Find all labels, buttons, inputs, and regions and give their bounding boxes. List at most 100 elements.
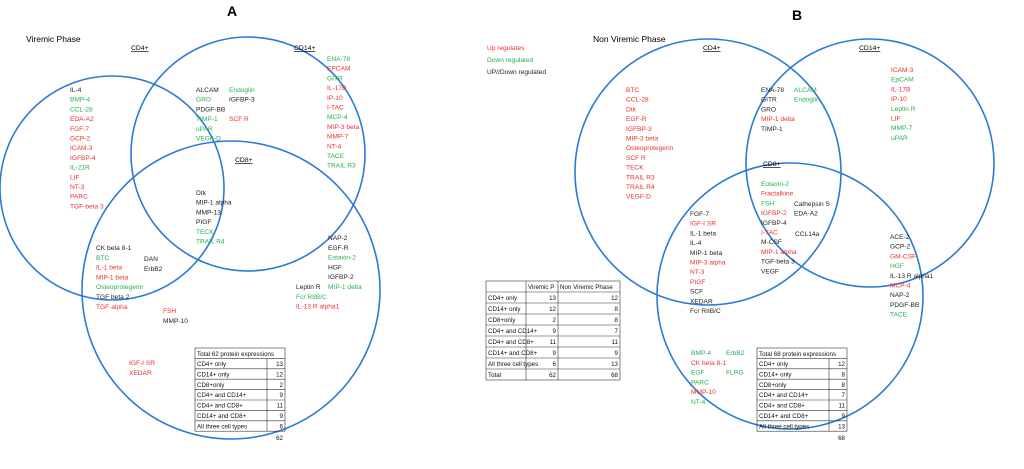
table-cell-label: CD4+ and CD8+: [759, 403, 805, 410]
protein-label: Osteoprotegerin: [626, 145, 674, 152]
panel-b-cd14-circle: [745, 38, 995, 288]
protein-label: GRO: [196, 97, 211, 104]
count-table-total: 68: [838, 435, 845, 442]
protein-label: ErbB2: [144, 266, 163, 273]
protein-label: XEDAR: [690, 298, 713, 305]
protein-label: TACE: [327, 153, 345, 160]
table-cell-value: 13: [276, 361, 283, 368]
comparison-cell-label: CD8+only: [488, 317, 516, 324]
comparison-cell-label: CD4+ and CD14+: [488, 328, 538, 335]
protein-label: IL-17B: [891, 86, 911, 93]
legend-entry: Down regulated: [487, 57, 534, 64]
protein-label: GRO: [761, 106, 776, 113]
protein-label: NT-4: [327, 143, 342, 150]
table-cell-value: 12: [276, 371, 283, 378]
protein-label: TRAIL R3: [626, 174, 655, 181]
protein-label: DAN: [144, 256, 158, 263]
panel-a-cd4-circle: [0, 75, 225, 301]
protein-label: IGFBP-3: [626, 126, 652, 133]
protein-label: MIP-3 beta: [327, 124, 360, 131]
table-cell-value: 11: [277, 403, 284, 410]
protein-label: CCL14a: [795, 231, 820, 238]
protein-label: MIP-1 delta: [761, 116, 795, 123]
protein-label: TACE: [890, 312, 908, 319]
protein-label: IGF-I SR: [129, 360, 155, 367]
count-table-title: Total 62 protein expressions: [197, 351, 274, 358]
table-cell-value: 12: [838, 361, 845, 368]
protein-label: TRAIL R3: [327, 163, 356, 170]
protein-label: FGF-7: [690, 211, 709, 218]
protein-label: ALCAM: [196, 87, 219, 94]
protein-label: FSH: [761, 200, 774, 207]
protein-label: MCP-4: [327, 114, 348, 121]
protein-label: HGF: [890, 263, 904, 270]
comparison-cell-nonviremic: 7: [615, 328, 619, 335]
comparison-cell-viremic: Viremic P: [528, 284, 554, 291]
table-cell-label: CD4+ and CD14+: [759, 392, 809, 399]
table-cell-label: CD14+ only: [759, 371, 792, 378]
panel-b-cd4-circle: [574, 38, 842, 306]
protein-label: Endoglin: [794, 97, 820, 104]
table-cell-value: 7: [842, 392, 846, 399]
protein-label: I-TAC: [327, 105, 344, 112]
protein-label: Eotaxin-2: [328, 255, 356, 262]
protein-label: BTC: [96, 255, 109, 262]
protein-label: GCP-2: [70, 136, 90, 143]
protein-label: MIP-3 alpha: [690, 260, 726, 267]
table-cell-value: 9: [280, 413, 284, 420]
legend-entry: UP//Down regulated: [487, 69, 546, 76]
protein-label: FLRG: [726, 370, 744, 377]
comparison-cell-nonviremic: 9: [615, 350, 619, 357]
comparison-cell-nonviremic: Non Viremic Phase: [560, 284, 613, 291]
table-cell-value: 6: [280, 423, 284, 430]
protein-label: Dtk: [196, 190, 207, 197]
comparison-cell-label: CD4+ and CD8+: [488, 339, 534, 346]
comparison-cell-viremic: 12: [549, 306, 556, 313]
protein-label: XEDAR: [129, 370, 152, 377]
protein-label: PIGF: [196, 219, 211, 226]
protein-label: EpCAM: [891, 77, 914, 84]
protein-label: LIF: [70, 174, 80, 181]
protein-label: Osteoprotegerin: [96, 284, 144, 291]
protein-label: IL-13 R alpha1: [296, 304, 340, 311]
table-cell-value: 8: [842, 382, 846, 389]
comparison-cell-viremic: 9: [553, 350, 557, 357]
comparison-cell-nonviremic: 11: [612, 339, 619, 346]
protein-label: FGF-7: [70, 126, 89, 133]
protein-label: ENA-78: [761, 87, 784, 94]
protein-label: Dtk: [626, 106, 637, 113]
protein-label: uPAR: [196, 126, 213, 133]
table-cell-value: 11: [839, 403, 846, 410]
comparison-cell-label: CD14+ only: [488, 306, 521, 313]
protein-label: Leptin R: [891, 106, 916, 113]
table-cell-value: 2: [280, 382, 284, 389]
protein-label: Cathepsin S: [794, 201, 831, 208]
panel-a-cd8-circle: [81, 140, 381, 440]
protein-label: PDGF-BB: [890, 302, 920, 309]
protein-lists: IL-4 BMP-4 CCL-28 EDA-A2 FGF-7 GCP-2 ICAM-3 IGF…: [70, 56, 934, 406]
protein-label: uPAR: [891, 135, 908, 142]
protein-label: IGFBP-4: [70, 155, 96, 162]
protein-label: MMP-10: [691, 389, 716, 396]
protein-label: GM-CSF: [890, 253, 916, 260]
panel-b-phase-title: Non Viremic Phase: [593, 34, 666, 44]
table-cell-label: CD14+ and CD8+: [197, 413, 247, 420]
protein-label: PIGF: [690, 279, 705, 286]
legend: Up regulates Down regulated UP//Down regul…: [487, 45, 546, 76]
protein-label: TGF-beta 3: [70, 203, 104, 210]
panel-b-cd8-label: CD8+: [763, 161, 781, 168]
protein-label: Fractalkine: [761, 191, 794, 198]
protein-label: MMP-13: [196, 209, 221, 216]
comparison-cell-viremic: 6: [553, 361, 557, 368]
table-cell-label: All three cell types: [759, 423, 809, 430]
protein-label: FSH: [163, 308, 176, 315]
table-cell-label: CD4+ only: [197, 361, 227, 368]
protein-label: CCL-28: [626, 97, 649, 104]
panel-b-letter: B: [792, 7, 802, 23]
protein-label: EDA-A2: [794, 211, 818, 218]
comparison-cell-nonviremic: 12: [611, 295, 618, 302]
protein-label: SCF: [690, 289, 703, 296]
panel-a-cd8-label: CD8+: [235, 157, 253, 164]
